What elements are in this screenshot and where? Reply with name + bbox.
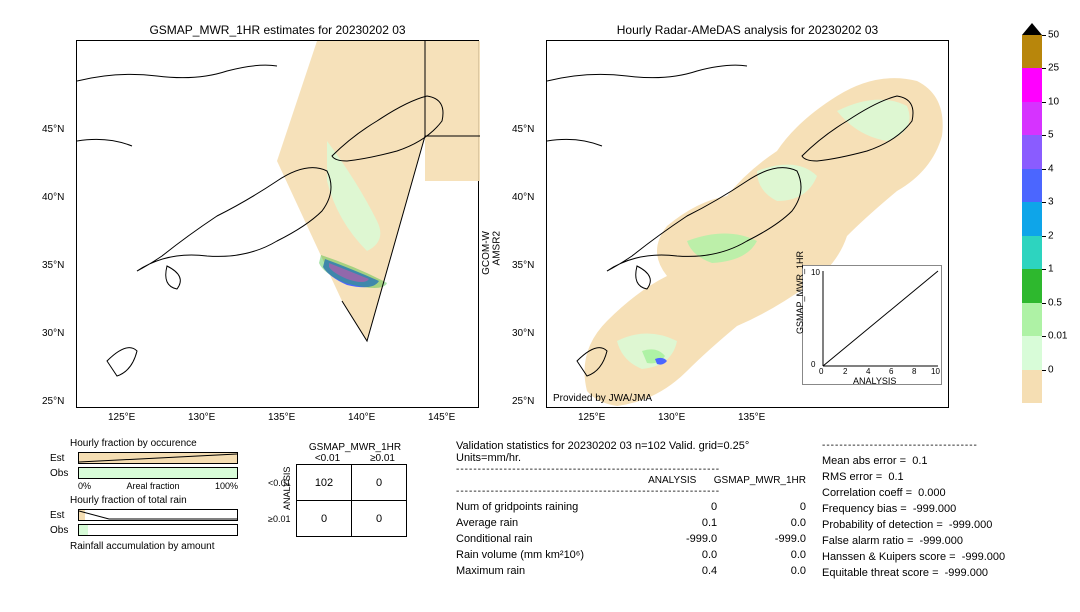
stats-row: Conditional rain -999.0 -999.0: [456, 533, 816, 545]
stats-row: Rain volume (mm km²10⁶) 0.0 0.0: [456, 549, 816, 561]
frac-row-est2: Est: [50, 508, 250, 522]
map-gsmap-title: GSMAP_MWR_1HR estimates for 20230202 03: [77, 23, 478, 37]
frac-row-obs2: Obs: [50, 523, 250, 537]
map-radar: Hourly Radar-AMeDAS analysis for 2023020…: [546, 40, 949, 408]
stats-row: Num of gridpoints raining 0 0: [456, 501, 816, 513]
colorbar-seg: [1022, 370, 1042, 403]
colorbar-seg: [1022, 236, 1042, 269]
colorbar-seg: [1022, 169, 1042, 202]
dash-2: ----------------------------------------…: [456, 486, 816, 497]
confusion-matrix: GSMAP_MWR_1HR <0.01 ≥0.01 ANALYSIS 1020 …: [278, 442, 410, 537]
map-gsmap: GSMAP_MWR_1HR estimates for 20230202 03 …: [76, 40, 479, 408]
colorbar-seg: [1022, 269, 1042, 302]
scatter-inset: ANALYSIS GSMAP_MWR_1HR 0 2 4 6 8 10 0 10: [802, 265, 942, 385]
stats-block: Validation statistics for 20230202 03 n=…: [456, 440, 816, 577]
metric-row: Hanssen & Kuipers score = -999.000: [822, 551, 1072, 563]
stats-row: Maximum rain 0.4 0.0: [456, 565, 816, 577]
fraction-block: Hourly fraction by occurence Est Obs 0% …: [50, 438, 250, 554]
frac-row-obs1: Obs: [50, 466, 250, 480]
metric-row: Equitable threat score = -999.000: [822, 567, 1072, 579]
dash-1: ----------------------------------------…: [456, 464, 816, 475]
colorbar-label: 5: [1048, 130, 1054, 141]
scatter-svg: [803, 266, 943, 386]
stats-row: Average rain 0.1 0.0: [456, 517, 816, 529]
provided-label: Provided by JWA/JMA: [553, 393, 652, 404]
frac-row-est1: Est: [50, 451, 250, 465]
colorbar: 502510543210.50.010: [1022, 35, 1042, 403]
metric-row: False alarm ratio = -999.000: [822, 535, 1072, 547]
stats-title: Validation statistics for 20230202 03 n=…: [456, 440, 816, 464]
colorbar-label: 25: [1048, 63, 1059, 74]
metric-row: RMS error = 0.1: [822, 471, 1072, 483]
colorbar-label: 10: [1048, 96, 1059, 107]
map-gsmap-svg: [77, 41, 480, 409]
colorbar-label: 2: [1048, 230, 1054, 241]
frac-title2: Hourly fraction of total rain: [70, 495, 250, 506]
frac-title1: Hourly fraction by occurence: [70, 438, 250, 449]
colorbar-label: 50: [1048, 30, 1059, 41]
metric-row: Frequency bias = -999.000: [822, 503, 1072, 515]
colorbar-seg: [1022, 135, 1042, 168]
metric-row: Probability of detection = -999.000: [822, 519, 1072, 531]
metrics-block: ------------------------------------ Mea…: [822, 440, 1072, 579]
metric-row: Mean abs error = 0.1: [822, 455, 1072, 467]
colorbar-label: 1: [1048, 264, 1054, 275]
colorbar-label: 0.01: [1048, 331, 1067, 342]
colorbar-label: 0.5: [1048, 297, 1062, 308]
colorbar-seg: [1022, 35, 1042, 68]
map-radar-title: Hourly Radar-AMeDAS analysis for 2023020…: [547, 23, 948, 37]
colorbar-seg: [1022, 336, 1042, 369]
frac-title3: Rainfall accumulation by amount: [70, 541, 250, 552]
sat-label-2: AMSR2: [491, 231, 502, 265]
colorbar-seg: [1022, 102, 1042, 135]
colorbar-seg: [1022, 68, 1042, 101]
colorbar-seg: [1022, 202, 1042, 235]
colorbar-label: 3: [1048, 197, 1054, 208]
colorbar-seg: [1022, 303, 1042, 336]
colorbar-arrow: [1022, 23, 1042, 35]
colorbar-label: 4: [1048, 163, 1054, 174]
sat-label-1: GCOM-W: [481, 231, 492, 275]
colorbar-label: 0: [1048, 364, 1054, 375]
metric-row: Correlation coeff = 0.000: [822, 487, 1072, 499]
